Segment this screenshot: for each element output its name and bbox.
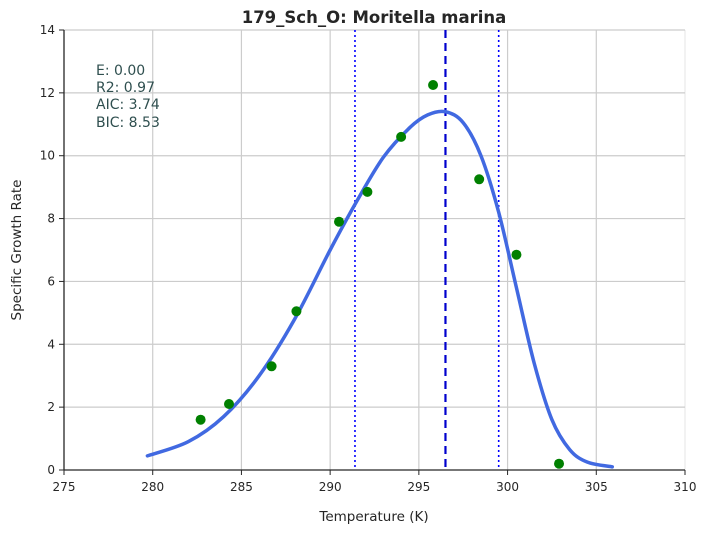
stat-e: E: 0.00: [96, 63, 145, 79]
y-tick-label: 10: [40, 149, 55, 163]
reference-lines: [354, 30, 500, 470]
x-tick-label: 305: [585, 480, 608, 494]
data-point: [511, 249, 522, 260]
data-point: [428, 80, 439, 90]
stat-bic: BIC: 8.53: [96, 115, 160, 131]
y-tick-label: 4: [47, 337, 55, 351]
data-point: [334, 216, 345, 227]
stat-aic: AIC: 3.74: [96, 97, 160, 113]
data-point: [224, 399, 235, 409]
axes: [63, 30, 685, 471]
x-tick-label: 310: [674, 480, 697, 494]
y-axis-label: Specific Growth Rate: [9, 180, 25, 321]
x-ticks: 275 280 285 290 295 300 305 310: [53, 470, 697, 494]
x-tick-label: 300: [496, 480, 519, 494]
data-point: [474, 174, 485, 185]
data-points: [195, 80, 565, 469]
data-point: [195, 414, 206, 425]
y-tick-label: 14: [40, 23, 55, 37]
x-tick-label: 290: [319, 480, 342, 494]
fit-statistics: E: 0.00 R2: 0.97 AIC: 3.74 BIC: 8.53: [96, 63, 160, 131]
chart-title: 179_Sch_O: Moritella marina: [242, 8, 507, 27]
y-tick-label: 0: [47, 463, 55, 477]
x-axis-label: Temperature (K): [318, 509, 428, 525]
data-point: [396, 131, 407, 142]
y-tick-label: 8: [47, 212, 55, 226]
data-point: [554, 458, 565, 469]
data-point: [362, 186, 373, 197]
x-tick-label: 275: [53, 480, 76, 494]
y-tick-label: 12: [40, 86, 55, 100]
y-tick-label: 2: [47, 400, 55, 414]
x-tick-label: 280: [141, 480, 164, 494]
grid: [64, 29, 686, 470]
y-tick-label: 6: [47, 274, 55, 288]
data-point: [291, 306, 302, 317]
data-point: [266, 361, 277, 372]
fit-curve: [145, 109, 615, 469]
x-tick-label: 285: [230, 480, 253, 494]
y-ticks: 0 2 4 6 8 10 12 14: [40, 23, 64, 477]
x-tick-label: 295: [407, 480, 430, 494]
stat-r2: R2: 0.97: [96, 80, 155, 96]
